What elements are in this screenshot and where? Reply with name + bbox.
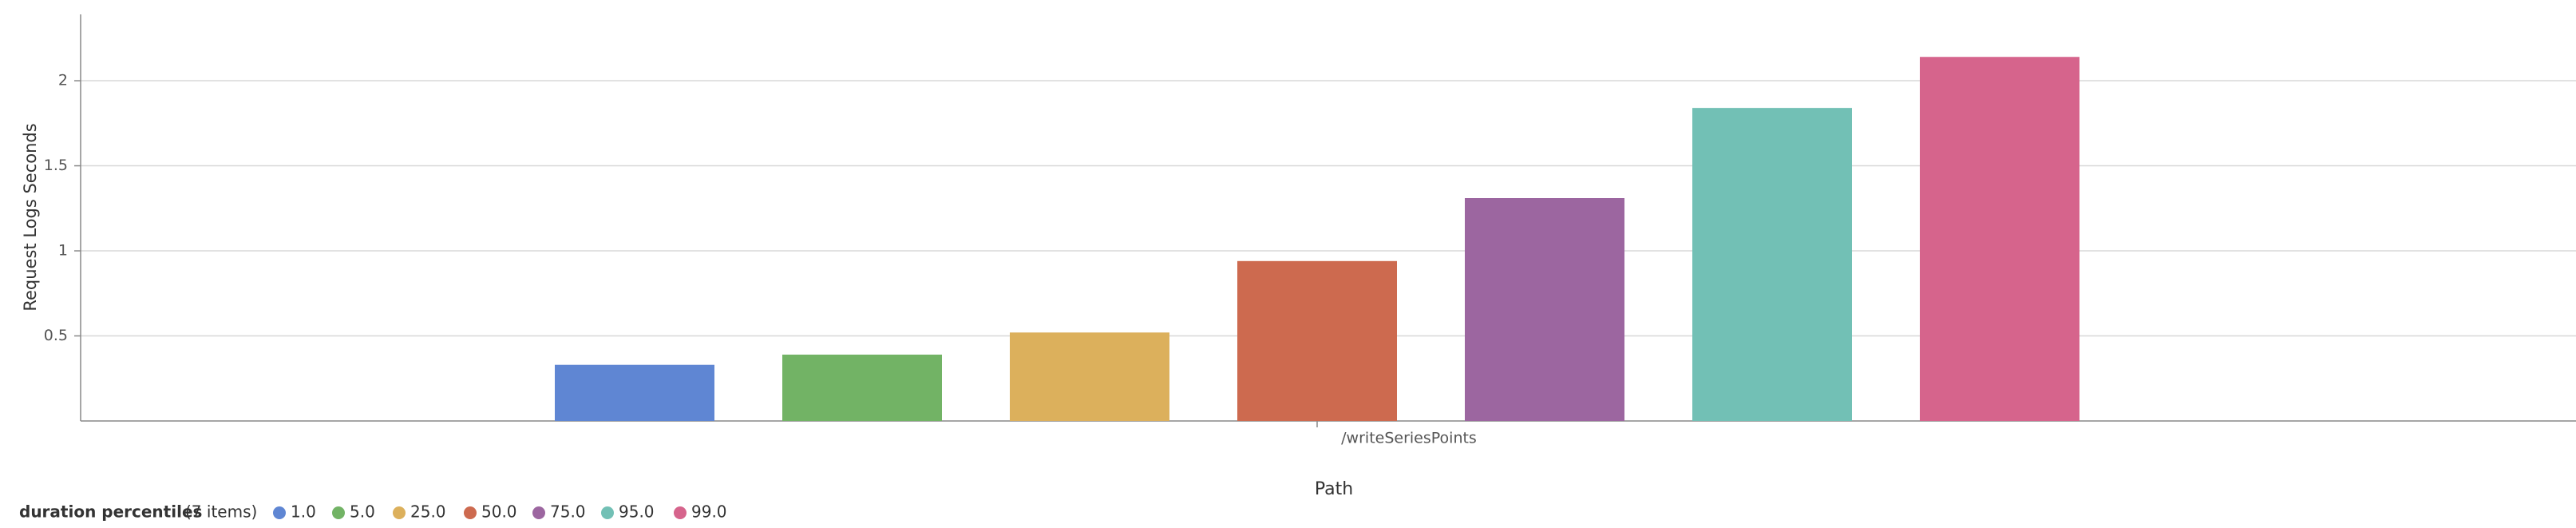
- y-tick-label: 1: [58, 242, 68, 260]
- legend-marker: [464, 506, 477, 519]
- legend-label: 99.0: [691, 502, 727, 522]
- legend-title: duration percentiles: [19, 502, 202, 522]
- bar: [782, 354, 942, 421]
- y-tick-label: 1.5: [44, 157, 68, 174]
- legend-marker: [601, 506, 614, 519]
- bar: [1920, 57, 2079, 421]
- bar: [1237, 260, 1397, 421]
- legend-marker: [532, 506, 545, 519]
- y-axis-title: Request Logs Seconds: [21, 123, 40, 311]
- y-tick-label: 0.5: [44, 327, 68, 344]
- legend-count: (7 items): [185, 502, 257, 522]
- legend-marker: [393, 506, 406, 519]
- x-axis-title: Path: [1315, 479, 1353, 499]
- legend-label: 5.0: [350, 502, 375, 522]
- legend-marker: [674, 506, 687, 519]
- legend-label: 95.0: [619, 502, 655, 522]
- y-tick-label: 2: [58, 72, 68, 89]
- legend-marker: [273, 506, 286, 519]
- x-tick-label: /writeSeriesPoints: [1341, 430, 1477, 447]
- bar: [555, 364, 714, 421]
- legend-label: 1.0: [291, 502, 316, 522]
- legend-label: 25.0: [410, 502, 446, 522]
- bar: [1010, 332, 1169, 421]
- legend-marker: [332, 506, 345, 519]
- bar: [1465, 198, 1624, 421]
- legend-label: 50.0: [481, 502, 517, 522]
- legend-label: 75.0: [550, 502, 586, 522]
- bar: [1692, 108, 1852, 421]
